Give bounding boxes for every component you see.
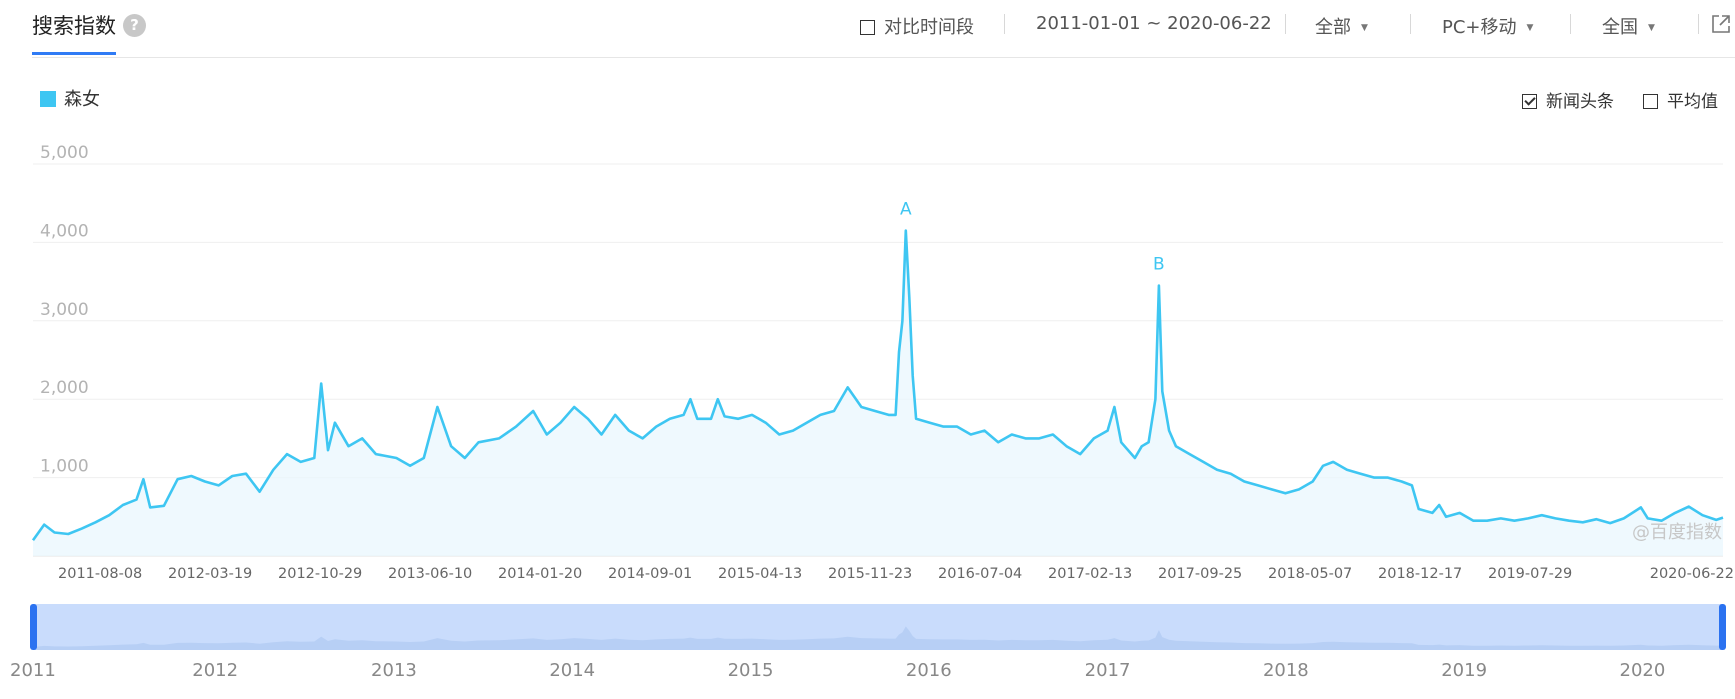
news-headline-toggle[interactable]: 新闻头条 xyxy=(1522,87,1614,112)
device-select-value: PC+移动 xyxy=(1442,17,1517,38)
average-label: 平均值 xyxy=(1667,92,1718,112)
x-tick-label: 2012-10-29 xyxy=(278,566,362,582)
x-tick-label: 2013-06-10 xyxy=(388,566,472,582)
x-tick-label: 2019-07-29 xyxy=(1488,566,1572,582)
header: 搜索指数 ? 对比时间段 2011-01-01 ~ 2020-06-22 全部 ▼… xyxy=(0,0,1735,58)
page-title: 搜索指数 xyxy=(32,14,116,38)
device-select[interactable]: PC+移动 ▼ xyxy=(1442,13,1533,39)
series-area xyxy=(33,230,1723,556)
navigator-year-label: 2017 xyxy=(1084,660,1131,681)
x-tick-label: 2020-06-22 xyxy=(1650,566,1734,582)
legend-series-name: 森女 xyxy=(64,89,100,110)
navigator-year-label: 2015 xyxy=(727,660,774,681)
series-line xyxy=(31,229,1724,542)
navigator-year-label: 2016 xyxy=(905,660,952,681)
checkbox-icon[interactable] xyxy=(1643,94,1658,109)
navigator-year-label: 2019 xyxy=(1441,660,1488,681)
caret-down-icon: ▼ xyxy=(1648,23,1655,33)
y-tick-label: 2,000 xyxy=(40,378,89,398)
x-tick-label: 2011-08-08 xyxy=(58,566,142,582)
y-tick-label: 3,000 xyxy=(40,300,89,320)
compare-period-label: 对比时间段 xyxy=(884,17,974,38)
caret-down-icon: ▼ xyxy=(1361,23,1368,33)
external-link-icon[interactable] xyxy=(1710,13,1732,35)
date-range-picker[interactable]: 2011-01-01 ~ 2020-06-22 xyxy=(1036,13,1272,34)
x-tick-label: 2014-09-01 xyxy=(608,566,692,582)
region-select-value: 全国 xyxy=(1602,17,1638,38)
separator xyxy=(1004,14,1005,34)
x-tick-label: 2015-11-23 xyxy=(828,566,912,582)
annotation-label: B xyxy=(1153,255,1165,275)
search-index-chart: 5,000 4,000 3,000 2,000 1,000 2011-08-08 2012-… xyxy=(31,143,1734,582)
region-select[interactable]: 全国 ▼ xyxy=(1602,13,1655,39)
watermark: @百度指数 xyxy=(1632,522,1722,543)
navigator-mini-chart xyxy=(33,626,1723,650)
navigator-left-handle[interactable] xyxy=(30,604,37,650)
legend-swatch xyxy=(40,91,56,107)
header-divider xyxy=(32,57,1735,58)
help-icon[interactable]: ? xyxy=(123,14,146,37)
separator xyxy=(1285,14,1286,34)
separator xyxy=(1570,14,1571,34)
separator xyxy=(1410,14,1411,34)
y-tick-label: 1,000 xyxy=(40,457,89,477)
chart-legend[interactable]: 森女 xyxy=(40,85,100,111)
navigator-year-label: 2013 xyxy=(371,660,417,681)
active-tab-underline xyxy=(32,52,116,55)
news-headline-label: 新闻头条 xyxy=(1546,92,1614,112)
navigator-right-handle[interactable] xyxy=(1719,604,1726,650)
annotation-label: A xyxy=(900,200,912,220)
x-tick-label: 2017-09-25 xyxy=(1158,566,1242,582)
compare-period-toggle[interactable]: 对比时间段 xyxy=(860,13,974,39)
caret-down-icon: ▼ xyxy=(1526,23,1534,33)
scope-select[interactable]: 全部 ▼ xyxy=(1315,13,1368,39)
navigator-area xyxy=(33,626,1723,650)
x-tick-label: 2017-02-13 xyxy=(1048,566,1132,582)
navigator-year-label: 2012 xyxy=(192,660,239,681)
y-tick-label: 5,000 xyxy=(40,143,89,163)
separator xyxy=(1698,14,1699,34)
navigator-year-label: 2014 xyxy=(549,660,596,681)
x-tick-label: 2012-03-19 xyxy=(168,566,252,582)
x-tick-label: 2014-01-20 xyxy=(498,566,582,582)
x-tick-label: 2016-07-04 xyxy=(938,566,1022,582)
checkbox-checked-icon[interactable] xyxy=(1522,94,1537,109)
navigator-year-label: 2018 xyxy=(1262,660,1309,681)
navigator-year-label: 2011 xyxy=(10,660,56,681)
x-tick-label: 2018-12-17 xyxy=(1378,566,1462,582)
navigator-year-label: 2020 xyxy=(1619,660,1666,681)
average-toggle[interactable]: 平均值 xyxy=(1643,87,1718,112)
x-tick-label: 2018-05-07 xyxy=(1268,566,1352,582)
checkbox-icon[interactable] xyxy=(860,20,875,35)
x-tick-label: 2015-04-13 xyxy=(718,566,802,582)
time-range-navigator[interactable] xyxy=(30,604,1726,650)
scope-select-value: 全部 xyxy=(1315,17,1351,38)
y-tick-label: 4,000 xyxy=(40,221,89,241)
